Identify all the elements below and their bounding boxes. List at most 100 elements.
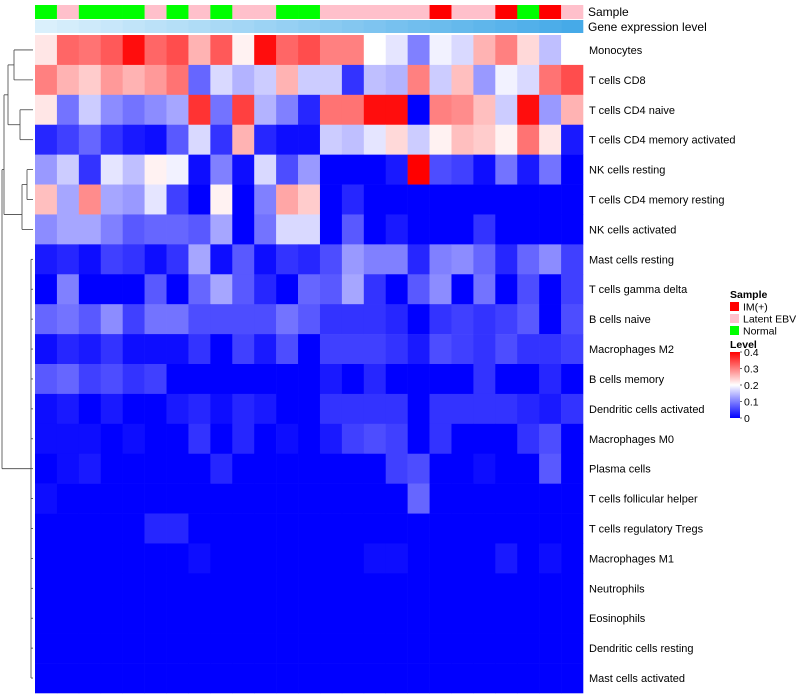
heatmap-cell	[495, 184, 518, 215]
row-label: T cells CD8	[589, 75, 646, 87]
heatmap-cell	[35, 214, 58, 245]
heatmap-cell	[35, 513, 58, 544]
heatmap-cell	[363, 304, 387, 335]
level-annotation-cell	[429, 20, 452, 33]
heatmap-cell	[561, 423, 584, 455]
heatmap-cell	[385, 274, 408, 305]
heatmap-cell	[100, 94, 123, 126]
heatmap-cell	[495, 304, 518, 335]
level-annotation-cell	[100, 20, 123, 33]
row-label: T cells regulatory Tregs	[589, 524, 704, 536]
heatmap-cell	[451, 393, 474, 425]
heatmap-cell	[56, 483, 80, 514]
heatmap-cell	[539, 513, 562, 544]
heatmap-cell	[56, 274, 80, 305]
heatmap-cell	[561, 274, 584, 305]
heatmap-cell	[539, 423, 562, 455]
heatmap-cell	[429, 603, 452, 634]
heatmap-cell	[385, 603, 408, 634]
heatmap-cell	[144, 35, 167, 66]
heatmap-cell	[100, 184, 123, 215]
heatmap-cell	[254, 603, 277, 634]
heatmap-cell	[319, 663, 343, 694]
level-annotation-cell	[232, 20, 255, 33]
heatmap-cell	[144, 543, 167, 574]
heatmap-cell	[276, 453, 299, 484]
heatmap-cell	[539, 334, 562, 365]
heatmap-cell	[232, 423, 255, 455]
heatmap-cell	[188, 573, 211, 604]
heatmap-cell	[539, 573, 562, 604]
heatmap-cell	[166, 513, 189, 544]
heatmap-cell	[78, 64, 102, 96]
heatmap-cell	[232, 543, 255, 574]
heatmap-cell	[188, 154, 211, 185]
heatmap-cell	[188, 364, 211, 395]
heatmap-cell	[495, 663, 518, 694]
heatmap-cell	[276, 94, 299, 126]
row-label: NK cells resting	[589, 165, 665, 177]
row-label: NK cells activated	[589, 224, 676, 236]
heatmap-cell	[363, 483, 387, 514]
heatmap-cell	[473, 483, 496, 514]
heatmap-cell	[276, 633, 299, 664]
level-annotation-cell	[144, 20, 167, 33]
heatmap-cell	[166, 663, 189, 694]
heatmap-cell	[210, 364, 233, 395]
heatmap-cell	[363, 513, 387, 544]
heatmap-cell	[276, 244, 299, 275]
heatmap-cell	[561, 513, 584, 544]
heatmap-cell	[210, 543, 233, 574]
heatmap-cell	[298, 453, 321, 484]
row-label: B cells memory	[589, 374, 665, 386]
heatmap-cell	[363, 423, 387, 455]
heatmap-cell	[561, 154, 584, 185]
heatmap-cell	[100, 304, 123, 335]
heatmap-cell	[495, 573, 518, 604]
heatmap-cell	[539, 214, 562, 245]
heatmap-cell	[35, 184, 58, 215]
heatmap-cell	[495, 393, 518, 425]
heatmap-cell	[319, 64, 343, 96]
level-annotation-cell	[363, 20, 387, 33]
heatmap-cell	[254, 513, 277, 544]
heatmap-cell	[144, 214, 167, 245]
heatmap-cell	[561, 453, 584, 484]
heatmap-cell	[122, 64, 145, 96]
heatmap-cell	[144, 633, 167, 664]
level-annotation-cell	[166, 20, 189, 33]
sample-legend-title: Sample	[730, 289, 768, 301]
heatmap-cell	[35, 35, 58, 66]
heatmap-cell	[473, 304, 496, 335]
level-track-label: Gene expression level	[588, 20, 707, 34]
sample-annotation-cell	[451, 5, 474, 19]
heatmap-cell	[429, 214, 452, 245]
heatmap-cell	[100, 244, 123, 275]
heatmap-cell	[276, 543, 299, 574]
heatmap-cell	[56, 423, 80, 455]
heatmap-cell	[232, 304, 255, 335]
heatmap-cell	[78, 184, 102, 215]
heatmap-cell	[210, 603, 233, 634]
heatmap-cell	[188, 423, 211, 455]
heatmap-cell	[407, 64, 430, 96]
sample-annotation-track	[35, 5, 584, 19]
heatmap-cell	[298, 393, 321, 425]
heatmap-cell	[473, 35, 496, 66]
heatmap-cell	[495, 334, 518, 365]
level-annotation-cell	[122, 20, 145, 33]
heatmap-cell	[495, 513, 518, 544]
heatmap-cell	[363, 244, 387, 275]
heatmap-cell	[210, 423, 233, 455]
row-label: T cells follicular helper	[589, 494, 698, 506]
heatmap-cell	[517, 573, 540, 604]
heatmap-cell	[407, 364, 430, 395]
heatmap-cell	[210, 274, 233, 305]
heatmap-cell	[276, 214, 299, 245]
heatmap-cell	[144, 154, 167, 185]
heatmap-cell	[210, 663, 233, 694]
sample-annotation-cell	[341, 5, 365, 19]
heatmap-cell	[407, 603, 430, 634]
heatmap-cell	[539, 603, 562, 634]
